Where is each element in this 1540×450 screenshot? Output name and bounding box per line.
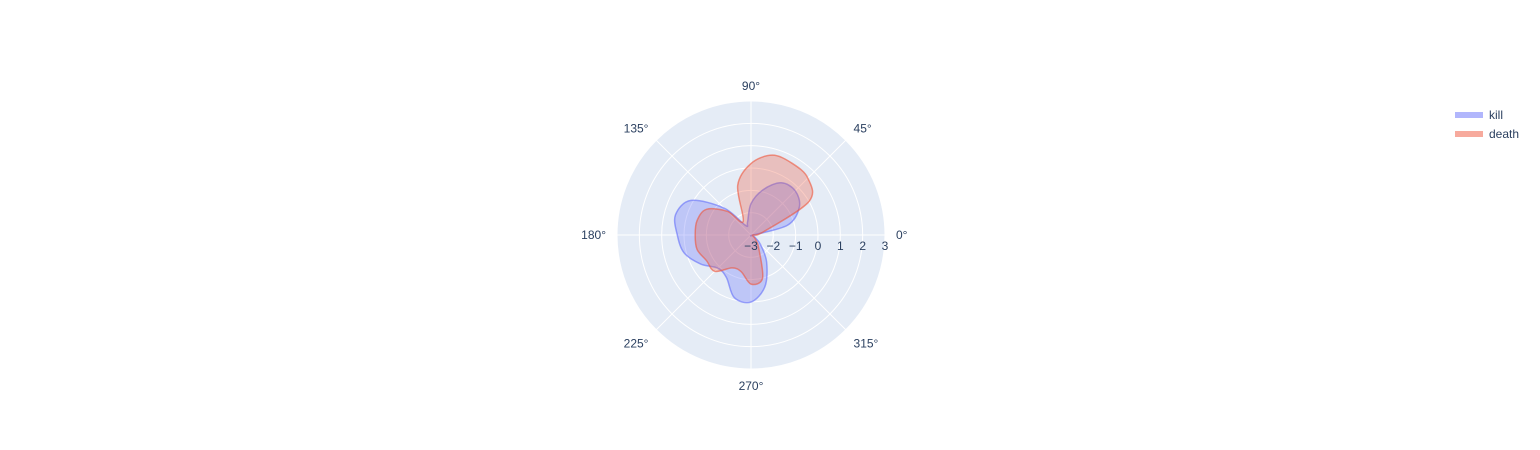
angular-grid-line [655,139,752,236]
angular-grid-line [750,234,847,331]
angular-tick-label: 45° [854,121,872,135]
angular-tick-label: 90° [742,79,760,93]
angular-tick-label: 225° [624,337,649,351]
angular-tick-label: 270° [739,379,764,393]
angular-grid-line [655,234,752,331]
series-kill-area[interactable] [673,182,801,304]
angular-tick-label: 0° [896,228,908,242]
legend-label-death[interactable]: death [1489,127,1519,141]
radial-tick-label: −2 [766,239,780,253]
angular-tick-label: 180° [581,228,606,242]
radial-tick-label: 2 [859,239,866,253]
angular-tick-label: 135° [624,121,649,135]
radial-tick-label: 3 [882,239,889,253]
legend-label-kill[interactable]: kill [1489,108,1503,122]
radial-tick-label: 1 [837,239,844,253]
radial-tick-label: −1 [789,239,803,253]
angular-tick-label: 315° [854,337,879,351]
series-death-area[interactable] [694,154,814,286]
radial-tick-label: 0 [815,239,822,253]
angular-grid-line [750,139,847,236]
radial-tick-label: −3 [744,239,758,253]
